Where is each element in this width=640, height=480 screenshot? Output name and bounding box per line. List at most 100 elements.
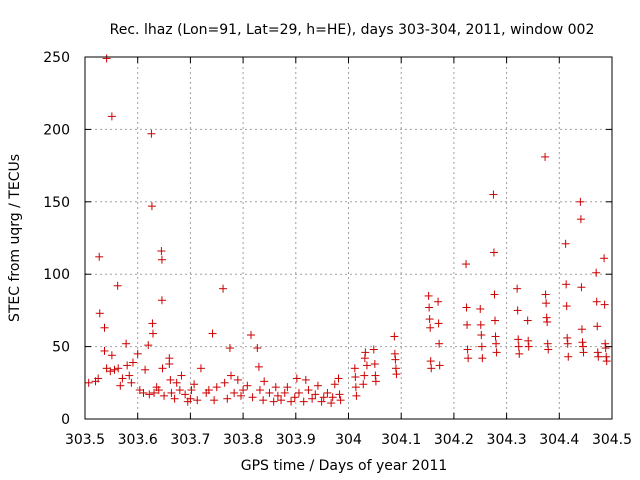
data-point: [233, 375, 242, 384]
data-point: [601, 344, 610, 353]
x-tick-label: 304.1: [381, 432, 421, 448]
data-point: [370, 359, 379, 368]
data-point: [434, 297, 443, 306]
data-point: [592, 297, 601, 306]
data-point: [602, 357, 611, 366]
data-point: [462, 303, 471, 312]
x-tick-label: 304.4: [539, 432, 579, 448]
data-point: [148, 329, 157, 338]
data-point: [425, 315, 434, 324]
data-point: [543, 317, 552, 326]
data-point: [100, 323, 109, 332]
data-point: [600, 254, 609, 263]
data-point: [328, 393, 337, 402]
data-point: [592, 268, 601, 277]
data-point: [248, 393, 257, 402]
data-point: [212, 383, 221, 392]
data-point: [260, 377, 269, 386]
data-point: [95, 252, 104, 261]
data-point: [489, 190, 498, 199]
data-point: [578, 338, 587, 347]
y-tick-label: 0: [61, 412, 70, 428]
data-point: [122, 339, 131, 348]
data-point: [544, 345, 553, 354]
data-point: [564, 352, 573, 361]
y-tick-label: 200: [43, 122, 70, 138]
data-point: [350, 364, 359, 373]
data-point: [523, 316, 532, 325]
data-point: [254, 362, 263, 371]
data-point: [147, 129, 156, 138]
data-point: [371, 377, 380, 386]
data-point: [253, 344, 262, 353]
data-points: [84, 54, 611, 408]
data-point: [154, 386, 163, 395]
data-point: [269, 397, 278, 406]
data-point: [239, 386, 248, 395]
data-point: [107, 351, 116, 360]
data-point: [236, 391, 245, 400]
data-point: [223, 394, 232, 403]
data-point: [427, 364, 436, 373]
x-tick-label: 304.3: [487, 432, 527, 448]
data-point: [247, 331, 256, 340]
data-point: [147, 202, 156, 211]
data-point: [144, 341, 153, 350]
data-point: [579, 342, 588, 351]
data-point: [600, 300, 609, 309]
data-point: [513, 306, 522, 315]
data-point: [515, 349, 524, 358]
data-point: [165, 359, 174, 368]
data-point: [175, 386, 184, 395]
data-point: [476, 320, 485, 329]
data-point: [102, 54, 111, 63]
data-point: [287, 397, 296, 406]
data-point: [593, 348, 602, 357]
data-point: [273, 391, 282, 400]
data-point: [110, 365, 119, 374]
data-point: [311, 390, 320, 399]
data-point: [425, 303, 434, 312]
data-point: [265, 388, 274, 397]
data-point: [225, 344, 234, 353]
data-point: [351, 373, 360, 382]
data-point: [426, 357, 435, 366]
data-point: [243, 381, 252, 390]
data-point: [157, 296, 166, 305]
data-point: [145, 390, 154, 399]
data-point: [477, 331, 486, 340]
data-point: [118, 374, 127, 383]
data-point: [369, 345, 378, 354]
data-point: [313, 381, 322, 390]
data-point: [193, 396, 202, 405]
data-point: [208, 329, 217, 338]
x-tick-label: 303.9: [276, 432, 316, 448]
data-point: [141, 365, 150, 374]
data-point: [352, 391, 361, 400]
data-point: [181, 390, 190, 399]
data-point: [271, 383, 280, 392]
data-point: [577, 325, 586, 334]
data-point: [576, 197, 585, 206]
data-point: [390, 332, 399, 341]
data-point: [157, 247, 166, 256]
x-tick-label: 303.6: [118, 432, 158, 448]
data-point: [601, 339, 610, 348]
data-point: [139, 388, 148, 397]
data-point: [561, 239, 570, 248]
x-tick-label: 303.8: [223, 432, 263, 448]
data-point: [543, 339, 552, 348]
data-point: [107, 112, 116, 121]
data-point: [359, 380, 368, 389]
data-point: [230, 388, 239, 397]
data-point: [292, 374, 301, 383]
data-point: [204, 386, 213, 395]
data-point: [491, 332, 500, 341]
y-axis-ticks: 0 50 100 150 200 250: [43, 50, 612, 428]
data-point: [219, 284, 228, 293]
grid: [85, 57, 612, 419]
data-point: [220, 378, 229, 387]
data-point: [148, 319, 157, 328]
data-point: [476, 304, 485, 313]
